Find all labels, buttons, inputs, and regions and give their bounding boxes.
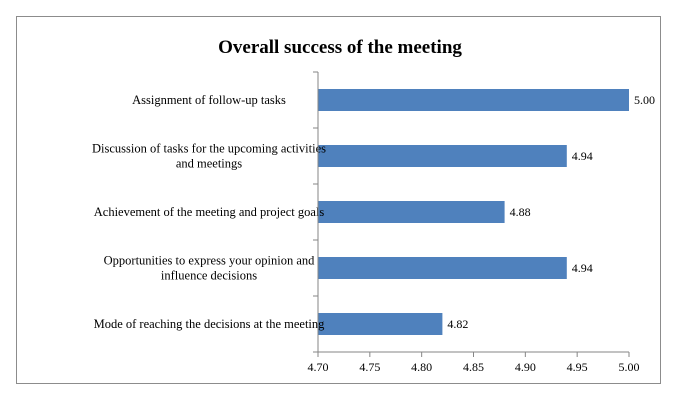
x-tick-label: 4.75 — [359, 360, 380, 374]
x-tick-label: 4.85 — [463, 360, 484, 374]
data-label: 5.00 — [634, 93, 655, 107]
data-label: 4.88 — [510, 205, 531, 219]
bar — [318, 145, 567, 167]
data-label: 4.94 — [572, 261, 593, 275]
x-tick-label: 4.70 — [308, 360, 329, 374]
bar — [318, 201, 505, 223]
category-label: Achievement of the meeting and project g… — [94, 205, 325, 219]
bar — [318, 313, 443, 335]
data-label: 4.82 — [447, 317, 468, 331]
chart-frame: Overall success of the meeting 5.00 Assig… — [16, 16, 661, 384]
category-label: Assignment of follow-up tasks — [132, 93, 286, 107]
category-label: Mode of reaching the decisions at the me… — [94, 317, 326, 331]
bar-chart: Overall success of the meeting 5.00 Assig… — [92, 37, 655, 374]
bar — [318, 89, 629, 111]
category-label: and meetings — [176, 157, 242, 171]
data-label: 4.94 — [572, 149, 593, 163]
chart-title: Overall success of the meeting — [218, 37, 462, 58]
category-label: Discussion of tasks for the upcoming act… — [92, 142, 326, 156]
category-label: Opportunities to express your opinion an… — [104, 254, 315, 268]
bar — [318, 257, 567, 279]
x-tick-label: 4.90 — [515, 360, 536, 374]
category-label: influence decisions — [161, 269, 257, 283]
x-tick-label: 4.80 — [411, 360, 432, 374]
x-tick-label: 5.00 — [619, 360, 640, 374]
x-tick-label: 4.95 — [567, 360, 588, 374]
